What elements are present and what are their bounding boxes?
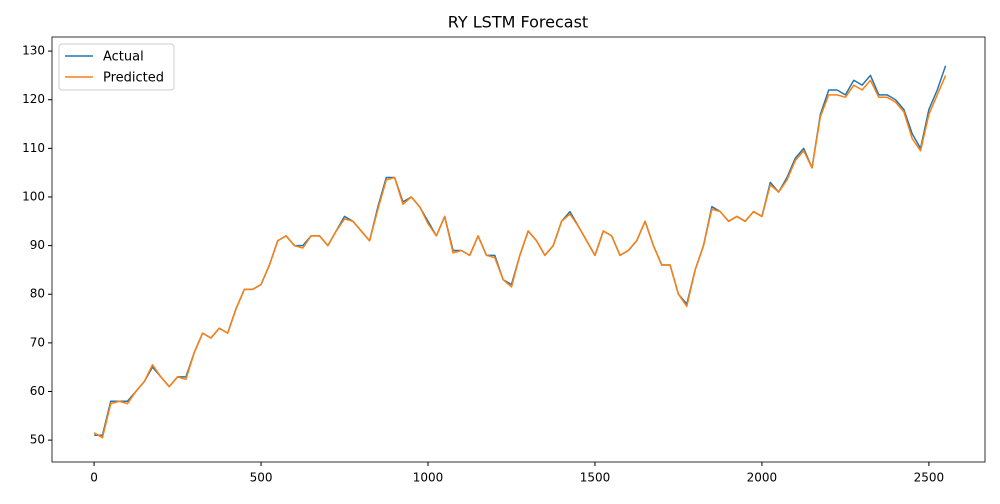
y-tick-label: 110: [22, 141, 45, 155]
x-tick-label: 1000: [413, 471, 444, 485]
y-tick-label: 60: [30, 384, 45, 398]
line-series: [93, 75, 947, 439]
legend-label: Predicted: [103, 71, 164, 86]
y-tick-label: 80: [30, 287, 45, 301]
x-tick-label: 2500: [914, 471, 945, 485]
x-tick-label: 500: [250, 471, 273, 485]
x-tick-label: 1500: [580, 471, 611, 485]
chart-title: RY LSTM Forecast: [448, 13, 588, 32]
x-tick-label: 0: [90, 471, 98, 485]
y-tick-label: 130: [22, 44, 45, 58]
y-tick-label: 120: [22, 92, 45, 106]
y-tick-label: 90: [30, 238, 45, 252]
plot-frame: [51, 36, 986, 463]
y-tick-label: 70: [30, 335, 45, 349]
y-tick-label: 100: [22, 189, 45, 203]
legend-label: Actual: [103, 50, 144, 65]
x-tick-label: 2000: [747, 471, 778, 485]
y-tick-label: 50: [30, 433, 45, 447]
